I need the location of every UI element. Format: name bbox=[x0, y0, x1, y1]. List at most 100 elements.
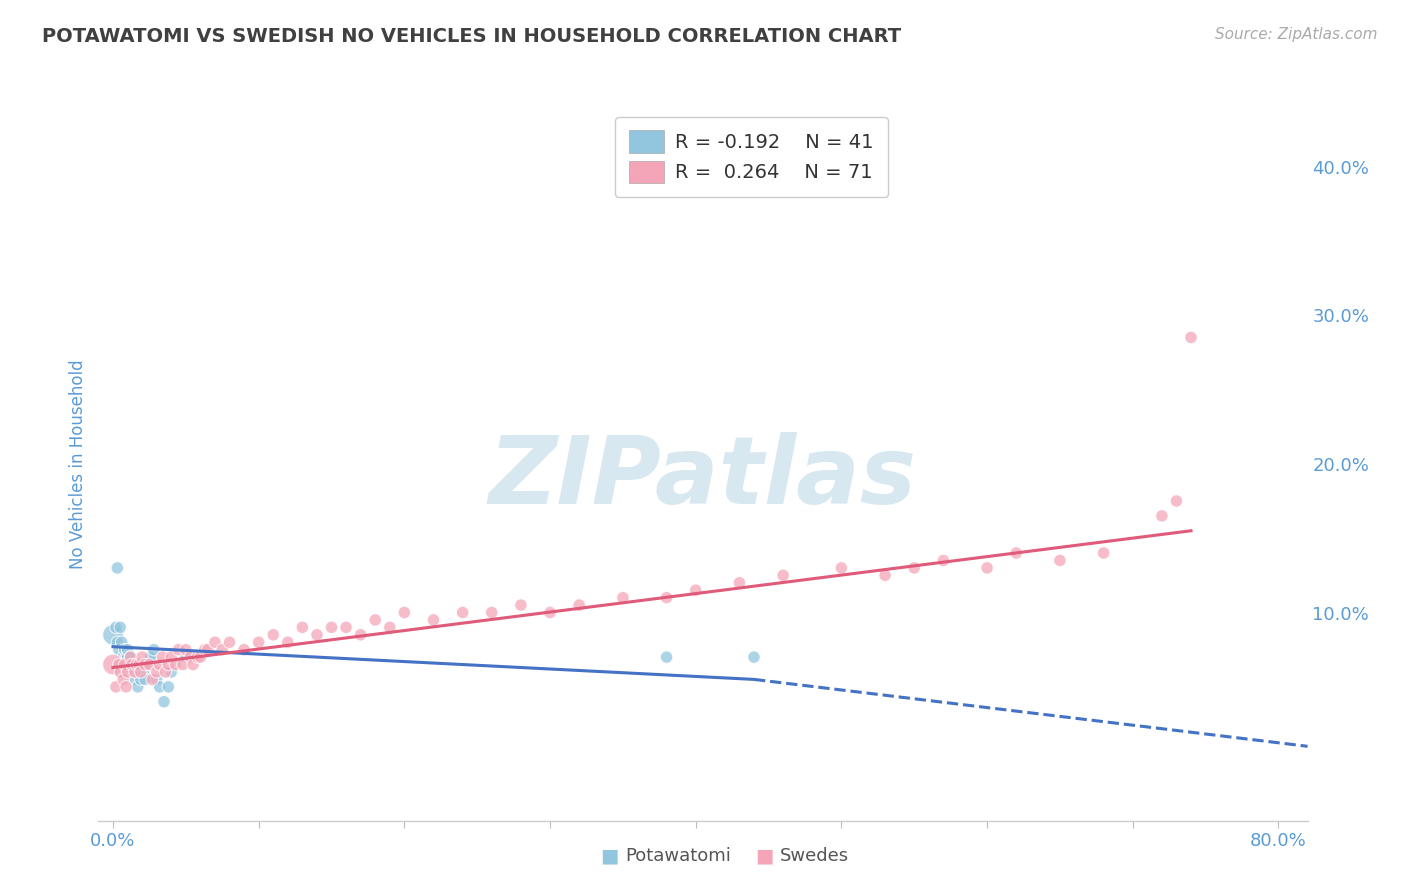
Point bbox=[112, 650, 135, 665]
Point bbox=[772, 568, 794, 582]
Point bbox=[172, 657, 194, 672]
Point bbox=[160, 650, 183, 665]
Point bbox=[139, 650, 162, 665]
Point bbox=[335, 620, 357, 634]
Point bbox=[655, 650, 678, 665]
Point bbox=[568, 598, 591, 612]
Point bbox=[118, 657, 141, 672]
Point bbox=[105, 561, 128, 575]
Point bbox=[110, 665, 132, 679]
Point bbox=[120, 650, 142, 665]
Point bbox=[124, 657, 146, 672]
Text: ■: ■ bbox=[600, 847, 619, 866]
Point bbox=[111, 635, 134, 649]
Point bbox=[110, 665, 132, 679]
Point bbox=[179, 650, 201, 665]
Point bbox=[131, 650, 153, 665]
Point bbox=[321, 620, 343, 634]
Point bbox=[129, 665, 152, 679]
Point bbox=[132, 665, 155, 679]
Legend: R = -0.192    N = 41, R =  0.264    N = 71: R = -0.192 N = 41, R = 0.264 N = 71 bbox=[616, 117, 887, 196]
Point bbox=[149, 657, 172, 672]
Point bbox=[305, 628, 328, 642]
Point bbox=[149, 680, 172, 694]
Point bbox=[364, 613, 387, 627]
Point bbox=[135, 657, 157, 672]
Point bbox=[121, 657, 143, 672]
Point bbox=[211, 642, 233, 657]
Point bbox=[1150, 508, 1173, 523]
Point bbox=[114, 657, 136, 672]
Point bbox=[125, 657, 148, 672]
Point bbox=[612, 591, 634, 605]
Point bbox=[145, 673, 167, 687]
Point bbox=[128, 665, 150, 679]
Point bbox=[111, 657, 134, 672]
Point bbox=[114, 657, 136, 672]
Point bbox=[131, 657, 153, 672]
Point bbox=[1049, 553, 1071, 567]
Text: Potawatomi: Potawatomi bbox=[626, 847, 731, 865]
Point bbox=[129, 673, 152, 687]
Point bbox=[742, 650, 765, 665]
Point bbox=[1180, 330, 1202, 344]
Point bbox=[655, 591, 678, 605]
Point bbox=[190, 650, 212, 665]
Point bbox=[117, 650, 139, 665]
Point bbox=[105, 635, 128, 649]
Point bbox=[174, 642, 197, 657]
Point bbox=[115, 650, 138, 665]
Point bbox=[262, 628, 284, 642]
Point bbox=[124, 665, 146, 679]
Point bbox=[117, 642, 139, 657]
Point bbox=[112, 673, 135, 687]
Point bbox=[127, 680, 149, 694]
Point bbox=[233, 642, 256, 657]
Point bbox=[120, 650, 142, 665]
Text: ZIPatlas: ZIPatlas bbox=[489, 432, 917, 524]
Point bbox=[128, 657, 150, 672]
Point bbox=[138, 650, 160, 665]
Point bbox=[124, 673, 146, 687]
Point bbox=[125, 665, 148, 679]
Point bbox=[108, 642, 131, 657]
Point bbox=[394, 606, 416, 620]
Point bbox=[291, 620, 314, 634]
Point bbox=[142, 642, 165, 657]
Point bbox=[976, 561, 998, 575]
Point bbox=[121, 657, 143, 672]
Point bbox=[165, 657, 187, 672]
Point bbox=[101, 657, 124, 672]
Point bbox=[1092, 546, 1115, 560]
Point bbox=[186, 650, 208, 665]
Point bbox=[104, 680, 127, 694]
Point bbox=[157, 680, 180, 694]
Point bbox=[141, 673, 163, 687]
Point bbox=[830, 561, 852, 575]
Y-axis label: No Vehicles in Household: No Vehicles in Household bbox=[69, 359, 87, 569]
Point bbox=[932, 553, 955, 567]
Point bbox=[153, 695, 176, 709]
Point bbox=[218, 635, 240, 649]
Point bbox=[1005, 546, 1028, 560]
Point bbox=[157, 657, 180, 672]
Point bbox=[101, 628, 124, 642]
Point bbox=[509, 598, 531, 612]
Point bbox=[422, 613, 444, 627]
Point bbox=[134, 657, 156, 672]
Point bbox=[247, 635, 270, 649]
Point bbox=[685, 583, 707, 598]
Point bbox=[134, 673, 156, 687]
Point bbox=[115, 680, 138, 694]
Point bbox=[122, 665, 145, 679]
Point bbox=[160, 665, 183, 679]
Point bbox=[114, 642, 136, 657]
Point bbox=[117, 665, 139, 679]
Point bbox=[152, 650, 174, 665]
Point bbox=[108, 657, 131, 672]
Point bbox=[104, 620, 127, 634]
Point bbox=[145, 665, 167, 679]
Point bbox=[728, 575, 751, 590]
Point bbox=[181, 657, 204, 672]
Point bbox=[174, 650, 197, 665]
